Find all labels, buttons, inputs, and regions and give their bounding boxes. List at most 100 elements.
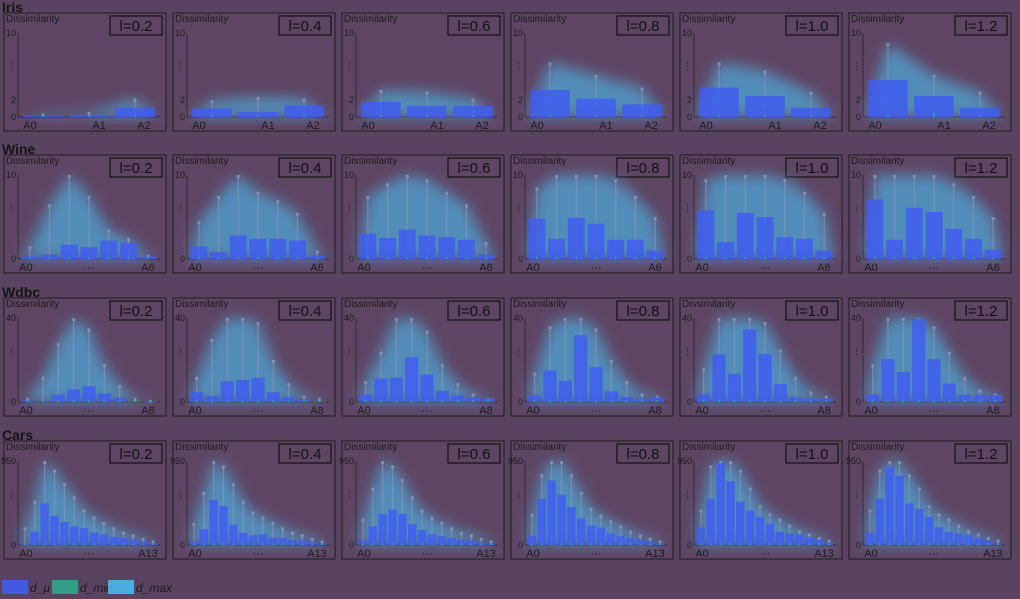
dmin-bar	[421, 543, 424, 545]
dmin-bar	[719, 543, 722, 545]
dmin-bar	[590, 543, 593, 545]
dmax-point	[638, 534, 642, 538]
x-tick-label: ···	[84, 405, 95, 417]
dmin-bar	[718, 400, 720, 402]
dmax-point	[957, 524, 961, 528]
y-axis-label: Dissimilarity	[682, 14, 735, 25]
dmax-point	[748, 318, 752, 321]
dmin-bar	[381, 543, 384, 545]
dmax-point	[658, 540, 662, 544]
dmu-bar	[945, 228, 963, 259]
dmax-point	[822, 212, 826, 216]
dmu-bar	[398, 229, 416, 259]
dmin-bar	[933, 112, 935, 117]
dmax-point	[133, 397, 137, 401]
dmax-point	[484, 242, 488, 246]
y-tick-label: ⋮	[683, 346, 692, 356]
dmu-bar	[960, 107, 1000, 117]
y-tick-label: ⋮	[683, 61, 692, 71]
x-tick-label: A13	[307, 548, 327, 560]
dmin-bar	[42, 400, 44, 402]
dmax-point	[963, 376, 967, 380]
x-tick-label: A13	[814, 548, 834, 560]
dmin-bar	[564, 400, 567, 402]
dmin-bar	[595, 257, 597, 259]
x-tick-label: ···	[929, 405, 940, 417]
dmin-bar	[783, 257, 786, 259]
dmu-bar	[407, 523, 417, 545]
dmu-bar	[288, 539, 297, 545]
dmin-bar	[639, 543, 642, 545]
dmax-point	[41, 113, 45, 117]
x-tick-label: A1	[261, 120, 274, 132]
y-axis-label: Dissimilarity	[6, 156, 59, 167]
dmax-point	[87, 111, 91, 115]
y-tick-label: 0	[11, 540, 16, 550]
dmin-bar	[575, 257, 578, 259]
param-label: l=0.8	[627, 303, 660, 320]
dmax-point	[729, 461, 732, 464]
dmax-point	[533, 372, 537, 376]
dmax-point	[648, 537, 652, 541]
dmax-point	[809, 391, 813, 395]
y-tick-label: 0	[518, 397, 523, 407]
param-label: l=0.2	[120, 446, 153, 463]
dmin-bar	[768, 543, 771, 545]
y-tick-label: 950	[170, 456, 185, 466]
dmin-bar	[426, 115, 428, 117]
y-tick-label: ⋮	[7, 61, 16, 71]
dmin-bar	[779, 400, 782, 402]
x-tick-label: A0	[192, 120, 205, 132]
dmax-point	[236, 175, 240, 178]
dmin-bar	[291, 543, 294, 545]
dmin-bar	[957, 543, 960, 545]
dmax-point	[430, 516, 434, 520]
dmax-point	[548, 326, 552, 330]
dmax-point	[394, 318, 398, 321]
y-tick-label: 2	[687, 95, 692, 105]
param-label-box	[616, 300, 670, 321]
dmin-bar	[641, 400, 643, 402]
dmu-bar	[50, 515, 59, 545]
dmu-bar	[712, 354, 726, 402]
dmax-point	[256, 96, 260, 100]
dmin-bar	[112, 543, 115, 545]
dmu-bar	[587, 223, 605, 259]
panel-wdbc-4: Dissimilarity l=1.0 40 ⋮ 0A0 ··· A8	[679, 297, 843, 417]
dmin-bar	[321, 543, 324, 545]
panel-wdbc-0: Dissimilarity l=0.2 40 ⋮ 0A0 ··· A8	[3, 297, 167, 417]
y-tick-label: 10	[175, 28, 185, 38]
dmin-bar	[649, 543, 652, 545]
x-tick-label: ···	[253, 405, 264, 417]
dmax-point	[927, 505, 931, 509]
param-label: l=0.6	[458, 160, 491, 177]
dmu-bar	[547, 480, 556, 545]
y-tick-label: 950	[677, 456, 692, 466]
dmu-bar	[607, 239, 625, 259]
dmu-bar	[220, 381, 234, 402]
param-label-box	[278, 15, 332, 36]
dmu-bar	[358, 540, 368, 545]
dmin-bar	[487, 400, 490, 402]
dmax-point	[763, 322, 767, 326]
dmu-bar	[717, 242, 735, 259]
dmin-bar	[53, 543, 56, 545]
dmin-bar	[739, 543, 742, 545]
dmin-bar	[533, 400, 536, 402]
dmax-point	[871, 364, 875, 368]
dmin-bar	[535, 257, 538, 259]
x-tick-label: A0	[868, 120, 881, 132]
dmin-bar	[933, 400, 935, 402]
x-tick-label: A0	[530, 120, 543, 132]
dmin-bar	[828, 543, 831, 545]
dmin-bar	[659, 543, 662, 545]
x-tick-label: A6	[479, 262, 492, 274]
x-tick-label: A13	[476, 548, 496, 560]
dmu-bar	[973, 395, 987, 402]
dmin-bar	[460, 543, 463, 545]
row-title: Iris	[2, 0, 23, 15]
dmin-bar	[898, 543, 901, 545]
dmax-point	[62, 483, 66, 487]
panel-iris-2: Dissimilarity l=0.6 10 ⋮ 2 0 A0 A1 A2	[341, 12, 505, 132]
dmu-bar	[389, 377, 403, 402]
